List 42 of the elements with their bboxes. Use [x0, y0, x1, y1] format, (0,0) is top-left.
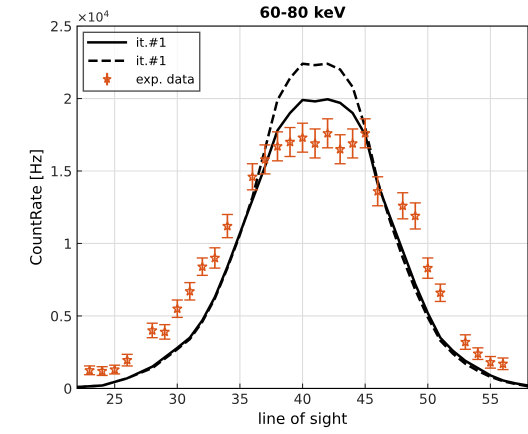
- point: [435, 287, 446, 298]
- y-tick-label: 2: [64, 93, 71, 104]
- point: [372, 186, 384, 196]
- point: [210, 252, 220, 263]
- point: [460, 336, 471, 347]
- legend-label: exp. data: [136, 74, 194, 86]
- point: [360, 128, 370, 138]
- legend-label: it.#1: [137, 37, 166, 47]
- x-axis-title: line of sight: [259, 412, 347, 428]
- x-tick-label: 35: [232, 394, 248, 404]
- y-tick-label: 2.5: [51, 21, 72, 32]
- point: [310, 138, 320, 148]
- point: [284, 136, 296, 147]
- y-axis-title: CountRate [Hz]: [30, 150, 44, 265]
- y-tick-label: 0: [64, 383, 72, 394]
- x-tick-label: 25: [106, 394, 122, 404]
- x-tick-label: 55: [482, 394, 498, 404]
- point: [184, 286, 196, 296]
- point: [347, 138, 358, 148]
- point: [197, 261, 208, 272]
- point: [410, 210, 421, 221]
- y-tick-label: 0.5: [51, 310, 72, 322]
- y-tick-label: 1.5: [52, 166, 72, 176]
- point: [247, 171, 258, 182]
- legend-label: it.#1: [137, 56, 166, 66]
- point: [222, 220, 233, 231]
- y-tick-label: 1: [64, 238, 71, 249]
- point: [297, 132, 308, 142]
- point: [172, 303, 183, 314]
- x-tick-label: 40: [294, 394, 310, 404]
- point: [422, 262, 434, 273]
- point: [334, 144, 346, 154]
- chart-title: 60-80 keV: [260, 6, 346, 18]
- x-tick-label: 50: [420, 394, 436, 404]
- x-tick-label: 30: [170, 394, 186, 404]
- x-tick-label: 45: [357, 394, 373, 404]
- point: [272, 140, 283, 151]
- text: ×10$^{4}$: [78, 10, 109, 22]
- point: [322, 128, 333, 138]
- point: [397, 200, 408, 210]
- point: [159, 326, 170, 337]
- point: [260, 154, 270, 164]
